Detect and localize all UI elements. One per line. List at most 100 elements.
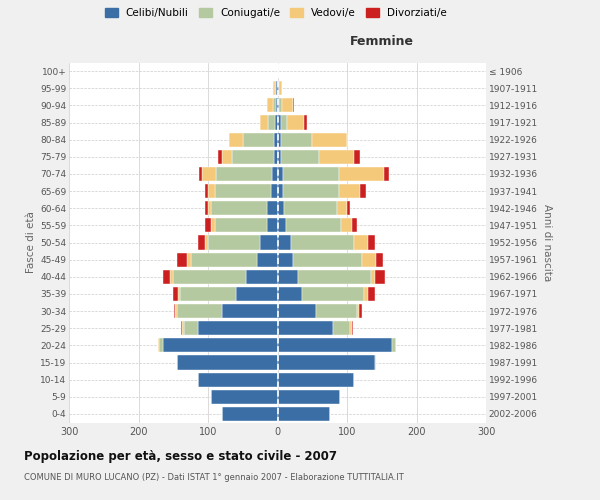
Bar xyxy=(191,252,257,266)
Bar xyxy=(277,81,279,95)
Bar xyxy=(277,390,340,404)
Bar xyxy=(277,356,375,370)
Bar xyxy=(277,287,302,301)
Bar xyxy=(350,321,352,335)
Bar xyxy=(177,304,222,318)
Bar xyxy=(283,184,338,198)
Text: Popolazione per età, sesso e stato civile - 2007: Popolazione per età, sesso e stato civil… xyxy=(24,450,337,463)
Bar xyxy=(197,372,277,386)
Bar xyxy=(275,81,276,95)
Bar xyxy=(276,98,277,112)
Bar xyxy=(354,150,359,164)
Bar xyxy=(277,252,293,266)
Bar xyxy=(338,184,359,198)
Bar xyxy=(287,116,304,130)
Bar xyxy=(312,132,347,146)
Y-axis label: Anni di nascita: Anni di nascita xyxy=(542,204,552,281)
Bar xyxy=(304,116,307,130)
Bar xyxy=(217,167,272,181)
Bar xyxy=(222,304,277,318)
Bar xyxy=(341,218,352,232)
Bar xyxy=(260,116,268,130)
Bar xyxy=(277,321,333,335)
Bar xyxy=(181,321,182,335)
Bar xyxy=(277,132,281,146)
Bar xyxy=(283,167,338,181)
Bar xyxy=(267,201,277,215)
Bar xyxy=(281,150,319,164)
Bar xyxy=(277,218,286,232)
Bar xyxy=(376,252,383,266)
Bar xyxy=(187,252,191,266)
Bar xyxy=(277,98,279,112)
Bar xyxy=(205,236,208,250)
Bar xyxy=(229,132,243,146)
Bar xyxy=(246,270,277,284)
Bar xyxy=(180,287,236,301)
Bar xyxy=(170,270,173,284)
Bar xyxy=(205,201,208,215)
Bar xyxy=(177,252,187,266)
Bar xyxy=(298,270,371,284)
Bar xyxy=(208,236,260,250)
Bar xyxy=(277,184,283,198)
Bar xyxy=(368,236,375,250)
Bar xyxy=(236,287,277,301)
Bar xyxy=(384,167,389,181)
Bar xyxy=(275,116,277,130)
Bar xyxy=(283,98,293,112)
Bar xyxy=(277,116,281,130)
Bar xyxy=(302,287,364,301)
Bar xyxy=(371,270,375,284)
Bar xyxy=(281,132,312,146)
Bar xyxy=(286,218,341,232)
Bar xyxy=(277,270,298,284)
Bar xyxy=(211,201,267,215)
Bar xyxy=(215,218,267,232)
Bar xyxy=(158,338,160,352)
Bar xyxy=(375,270,385,284)
Bar xyxy=(362,252,376,266)
Bar xyxy=(218,150,222,164)
Bar xyxy=(199,167,202,181)
Bar xyxy=(257,252,277,266)
Bar xyxy=(205,184,208,198)
Bar xyxy=(364,287,368,301)
Bar xyxy=(173,270,246,284)
Bar xyxy=(274,132,277,146)
Bar xyxy=(163,270,170,284)
Bar xyxy=(197,236,205,250)
Bar xyxy=(272,167,277,181)
Bar xyxy=(368,287,375,301)
Text: Femmine: Femmine xyxy=(350,35,414,48)
Bar xyxy=(211,218,215,232)
Bar xyxy=(358,304,359,318)
Bar xyxy=(267,98,272,112)
Bar xyxy=(182,321,184,335)
Bar xyxy=(208,201,211,215)
Bar xyxy=(177,356,277,370)
Bar xyxy=(276,81,277,95)
Bar xyxy=(222,150,232,164)
Bar xyxy=(392,338,395,352)
Bar xyxy=(160,338,163,352)
Bar xyxy=(215,184,271,198)
Bar xyxy=(173,287,178,301)
Bar xyxy=(232,150,274,164)
Bar xyxy=(279,98,283,112)
Bar xyxy=(277,304,316,318)
Bar xyxy=(184,321,197,335)
Bar xyxy=(197,321,277,335)
Bar xyxy=(277,201,284,215)
Bar xyxy=(338,167,384,181)
Bar xyxy=(260,236,277,250)
Bar xyxy=(354,236,368,250)
Bar xyxy=(272,98,276,112)
Bar xyxy=(316,304,358,318)
Bar xyxy=(205,218,211,232)
Bar xyxy=(292,236,354,250)
Bar xyxy=(284,201,337,215)
Legend: Celibi/Nubili, Coniugati/e, Vedovi/e, Divorziati/e: Celibi/Nubili, Coniugati/e, Vedovi/e, Di… xyxy=(102,5,450,21)
Bar xyxy=(202,167,217,181)
Bar xyxy=(277,372,354,386)
